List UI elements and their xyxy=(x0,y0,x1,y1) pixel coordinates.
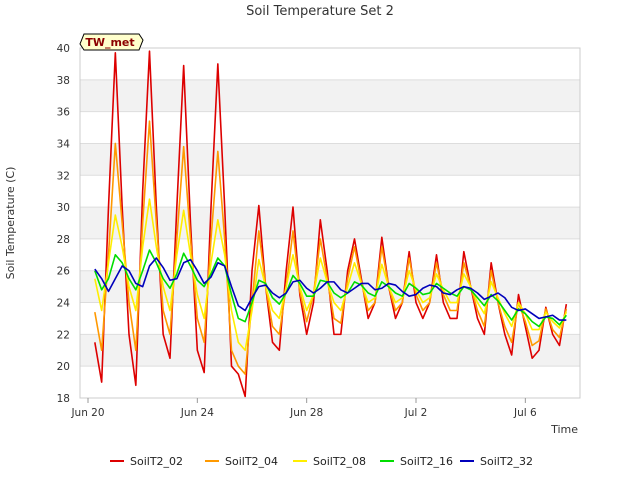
x-tick-label: Jul 6 xyxy=(513,407,537,419)
legend-item-soilt2_02: SoilT2_02 xyxy=(110,455,183,468)
grid-band xyxy=(80,238,580,271)
y-tick-label: 20 xyxy=(57,361,70,373)
legend-item-soilt2_32: SoilT2_32 xyxy=(460,455,533,468)
plot-background-bands xyxy=(80,48,580,399)
x-tick-label: Jul 2 xyxy=(404,407,428,419)
y-tick-label: 34 xyxy=(57,138,71,150)
x-tick-label: Jun 24 xyxy=(180,407,214,419)
y-tick-label: 30 xyxy=(57,202,70,214)
legend-label: SoilT2_16 xyxy=(400,455,453,468)
x-axis-ticks: Jun 20 Jun 24 Jun 28 Jul 2 Jul 6 xyxy=(70,398,537,419)
y-axis-label: Soil Temperature (C) xyxy=(4,167,17,280)
grid-band xyxy=(80,302,580,335)
series-line-soilt2_32 xyxy=(94,257,567,321)
tw-met-badge: TW_met xyxy=(79,33,144,51)
legend-label: SoilT2_32 xyxy=(480,455,533,468)
legend: SoilT2_02 SoilT2_04 SoilT2_08 SoilT2_16 Soil… xyxy=(110,455,533,468)
grid-band xyxy=(80,48,580,80)
grid-band xyxy=(80,175,580,208)
legend-item-soilt2_04: SoilT2_04 xyxy=(205,455,278,468)
y-tick-label: 24 xyxy=(57,298,71,310)
grid-band xyxy=(80,334,580,367)
plot-frame xyxy=(79,47,581,399)
y-axis-ticks: 18 20 22 24 26 28 30 32 34 36 38 40 xyxy=(57,43,71,405)
legend-item-soilt2_16: SoilT2_16 xyxy=(380,455,453,468)
badge-label: TW_met xyxy=(85,36,134,49)
grid-band xyxy=(80,79,580,112)
y-tick-label: 22 xyxy=(57,329,70,341)
series-line-soilt2_16 xyxy=(94,249,567,328)
y-tick-label: 40 xyxy=(57,43,70,55)
series-lines xyxy=(94,50,568,398)
grid-band xyxy=(80,143,580,176)
legend-label: SoilT2_02 xyxy=(130,455,183,468)
grid-band xyxy=(80,207,580,239)
x-tick-label: Jun 28 xyxy=(289,407,323,419)
chart-title: Soil Temperature Set 2 xyxy=(246,4,394,19)
y-tick-label: 32 xyxy=(57,170,70,182)
x-tick-label: Jun 20 xyxy=(70,407,104,419)
grid-band xyxy=(80,111,580,144)
y-tick-label: 26 xyxy=(57,266,71,278)
legend-item-soilt2_08: SoilT2_08 xyxy=(293,455,366,468)
legend-label: SoilT2_08 xyxy=(313,455,366,468)
grid-band xyxy=(80,366,580,398)
y-tick-label: 28 xyxy=(57,234,70,246)
y-tick-label: 36 xyxy=(57,107,71,119)
y-tick-label: 18 xyxy=(57,393,70,405)
y-tick-label: 38 xyxy=(57,75,70,87)
legend-label: SoilT2_04 xyxy=(225,455,278,468)
x-axis-label: Time xyxy=(550,423,578,436)
badge-shape xyxy=(79,33,144,51)
